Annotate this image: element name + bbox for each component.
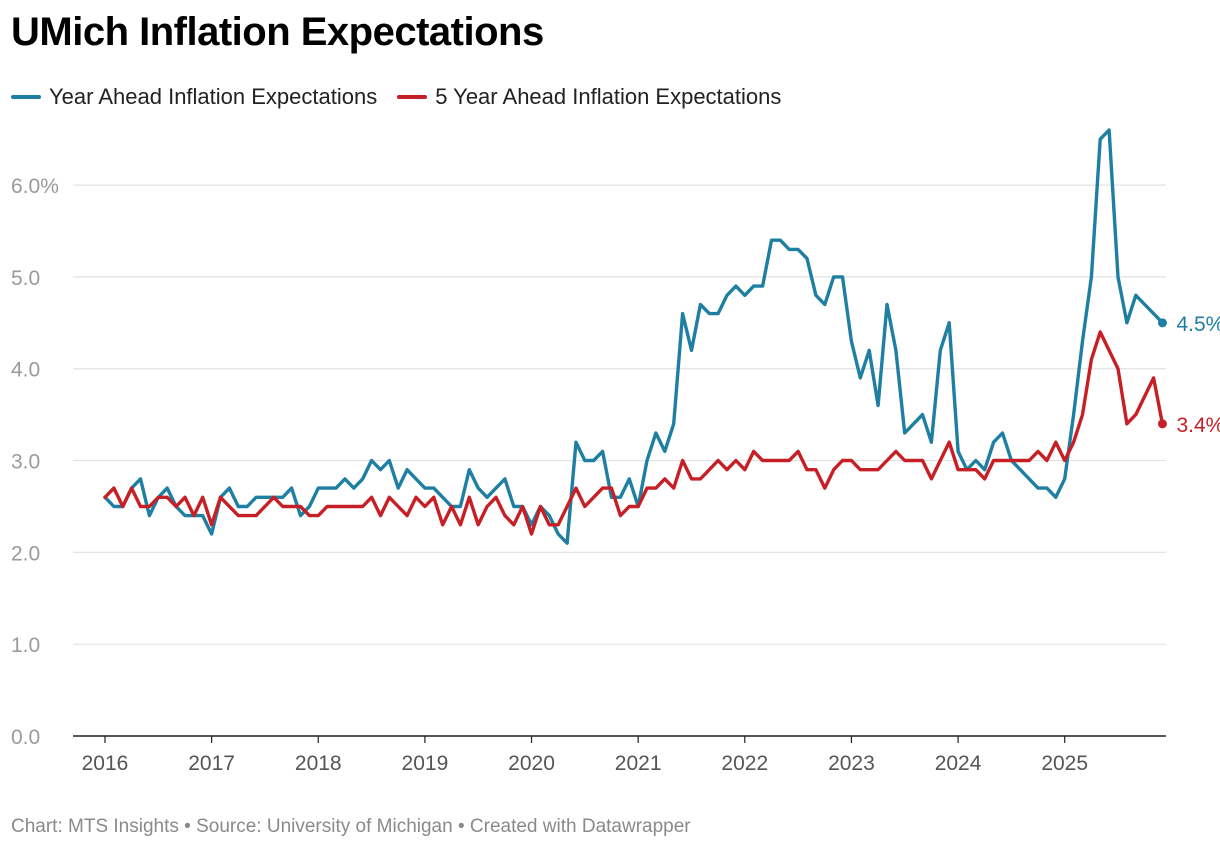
x-tick-label: 2018 xyxy=(295,752,342,775)
y-tick-label: 2.0 xyxy=(11,542,40,565)
x-tick-label: 2019 xyxy=(402,752,449,775)
series-line-year-ahead xyxy=(103,128,1165,545)
legend-label-year-ahead: Year Ahead Inflation Expectations xyxy=(49,84,378,109)
y-tick-label: 5.0 xyxy=(11,267,40,290)
series-end-label: 4.5% xyxy=(1176,313,1220,336)
y-tick-label: 0.0 xyxy=(11,726,40,749)
x-tick-label: 2016 xyxy=(82,752,129,775)
legend-label-five-year-ahead: 5 Year Ahead Inflation Expectations xyxy=(435,84,782,109)
legend-item-five-year-ahead: 5 Year Ahead Inflation Expectations xyxy=(397,84,781,110)
chart-footer: Chart: MTS Insights • Source: University… xyxy=(11,816,691,837)
y-tick-label: 6.0% xyxy=(11,175,59,198)
x-tick-label: 2023 xyxy=(828,752,875,775)
series-end-point xyxy=(1157,318,1167,328)
x-tick-label: 2017 xyxy=(188,752,235,775)
x-tick-label: 2022 xyxy=(721,752,768,775)
x-tick-label: 2025 xyxy=(1041,752,1088,775)
series-line-five-year-ahead xyxy=(103,330,1165,536)
legend-swatch-year-ahead xyxy=(11,95,41,99)
x-tick-label: 2020 xyxy=(508,752,555,775)
x-tick-label: 2021 xyxy=(615,752,662,775)
chart-legend: Year Ahead Inflation Expectations 5 Year… xyxy=(11,84,801,110)
legend-swatch-five-year-ahead xyxy=(397,95,428,99)
series-end-label: 3.4% xyxy=(1176,414,1220,437)
series-end-point xyxy=(1157,419,1167,429)
y-tick-label: 3.0 xyxy=(11,451,40,474)
y-tick-label: 1.0 xyxy=(11,634,40,657)
y-tick-label: 4.0 xyxy=(11,359,40,382)
x-tick-label: 2024 xyxy=(935,752,982,775)
legend-item-year-ahead: Year Ahead Inflation Expectations xyxy=(11,84,377,110)
page-title: UMich Inflation Expectations xyxy=(11,10,544,54)
